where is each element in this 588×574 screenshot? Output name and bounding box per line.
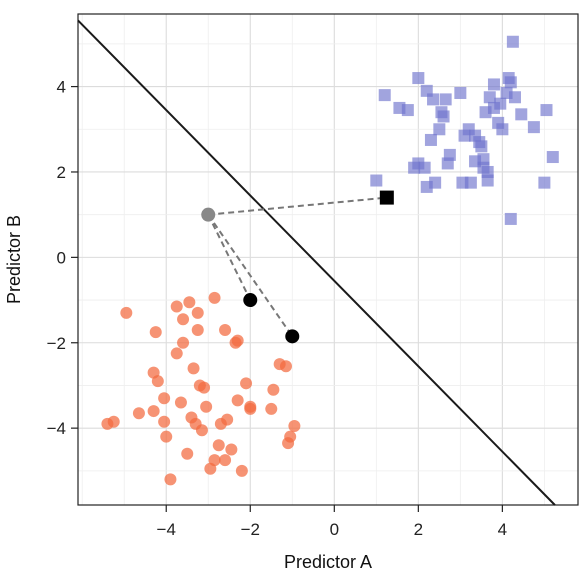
class-b-point bbox=[443, 148, 456, 161]
neighbor-point-square bbox=[379, 190, 394, 205]
class-b-point bbox=[538, 176, 551, 189]
class-a-point bbox=[181, 447, 194, 460]
class-b-point bbox=[378, 89, 391, 102]
class-a-point bbox=[208, 454, 221, 467]
class-a-point bbox=[170, 347, 183, 360]
class-b-point bbox=[477, 153, 490, 166]
class-b-point bbox=[370, 174, 383, 187]
plot-area-border bbox=[77, 13, 579, 506]
class-b-point bbox=[515, 108, 528, 121]
class-b-point bbox=[412, 72, 425, 85]
class-b-point bbox=[496, 123, 509, 136]
class-a-point bbox=[212, 439, 225, 452]
class-b-point bbox=[418, 161, 431, 174]
class-b-point bbox=[500, 86, 513, 99]
class-b-point bbox=[504, 212, 517, 225]
class-a-point bbox=[235, 464, 248, 477]
class-a-point bbox=[225, 443, 238, 456]
neighbor-link-line bbox=[207, 214, 252, 301]
class-a-point bbox=[219, 323, 232, 336]
class-b-point bbox=[424, 133, 437, 146]
axis-ticks: −4 −2 0 2 4 −4 −2 0 2 4 bbox=[47, 78, 507, 539]
x-tick-label: 0 bbox=[330, 520, 339, 539]
y-tick-label: 0 bbox=[57, 248, 66, 267]
class-a-point bbox=[177, 336, 190, 349]
class-a-point bbox=[288, 420, 301, 433]
class-a-point bbox=[147, 405, 160, 418]
class-a-point bbox=[132, 407, 145, 420]
class-a-point bbox=[107, 415, 120, 428]
x-axis-label: Predictor A bbox=[284, 552, 372, 572]
class-a-point bbox=[265, 402, 278, 415]
class-b-point bbox=[464, 176, 477, 189]
class-a-point bbox=[191, 306, 204, 319]
class-a-point bbox=[160, 430, 173, 443]
class-b-point bbox=[481, 165, 494, 178]
decision-boundary-layer bbox=[77, 19, 556, 506]
class-a-point bbox=[208, 291, 221, 304]
class-b-point bbox=[429, 176, 442, 189]
class-b-point bbox=[439, 93, 452, 106]
decision-boundary-line bbox=[77, 19, 556, 506]
class-a-point bbox=[195, 424, 208, 437]
class-b-point bbox=[494, 97, 507, 110]
class-a-point bbox=[240, 377, 253, 390]
class-a-point bbox=[231, 334, 244, 347]
class-a-point bbox=[221, 413, 234, 426]
class-b-point bbox=[506, 35, 519, 48]
neighbor-link-line bbox=[207, 214, 294, 337]
class-a-point bbox=[183, 296, 196, 309]
class-b-point bbox=[427, 93, 440, 106]
neighbor-point-circle bbox=[243, 293, 258, 308]
query-point bbox=[201, 207, 216, 222]
class-a-point bbox=[170, 300, 183, 313]
class-a-point bbox=[200, 400, 213, 413]
class-a-point bbox=[158, 415, 171, 428]
class-b-point bbox=[433, 123, 446, 136]
class-a-point bbox=[177, 313, 190, 326]
class-b-point bbox=[487, 78, 500, 91]
class-a-point bbox=[279, 360, 292, 373]
class-a-point bbox=[191, 323, 204, 336]
class-a-point bbox=[187, 362, 200, 375]
class-a-point bbox=[267, 383, 280, 396]
x-tick-label: −2 bbox=[241, 520, 260, 539]
class-a-point bbox=[231, 394, 244, 407]
x-tick-label: 4 bbox=[498, 520, 507, 539]
y-tick-label: 4 bbox=[57, 78, 66, 97]
class-b-point bbox=[540, 104, 553, 117]
class-a-point bbox=[120, 306, 133, 319]
class-a-point bbox=[158, 392, 171, 405]
class-b-point bbox=[527, 121, 540, 134]
class-b-point bbox=[508, 91, 521, 104]
class-a-point bbox=[164, 473, 177, 486]
class-a-point bbox=[198, 381, 211, 394]
x-tick-label: −4 bbox=[157, 520, 176, 539]
y-axis-label: Predictor B bbox=[4, 215, 24, 304]
class-a-point bbox=[174, 396, 187, 409]
y-tick-label: −2 bbox=[47, 334, 66, 353]
class-b-point bbox=[475, 140, 488, 153]
y-tick-label: −4 bbox=[47, 419, 66, 438]
x-tick-label: 2 bbox=[414, 520, 423, 539]
class-a-point bbox=[244, 402, 257, 415]
class-b-point bbox=[437, 110, 450, 123]
class-b-point bbox=[483, 91, 496, 104]
neighbor-point-circle bbox=[285, 329, 300, 344]
class-b-point bbox=[454, 86, 467, 99]
neighbor-links-layer bbox=[201, 190, 394, 344]
class-b-point bbox=[546, 151, 559, 164]
class-b-point bbox=[401, 104, 414, 117]
class-a-points bbox=[101, 291, 301, 486]
class-a-point bbox=[149, 326, 162, 339]
class-b-point bbox=[504, 76, 517, 89]
class-a-point bbox=[284, 430, 297, 443]
class-b-points bbox=[370, 35, 559, 225]
class-a-point bbox=[151, 375, 164, 388]
y-tick-label: 2 bbox=[57, 163, 66, 182]
class-a-point bbox=[219, 454, 232, 467]
